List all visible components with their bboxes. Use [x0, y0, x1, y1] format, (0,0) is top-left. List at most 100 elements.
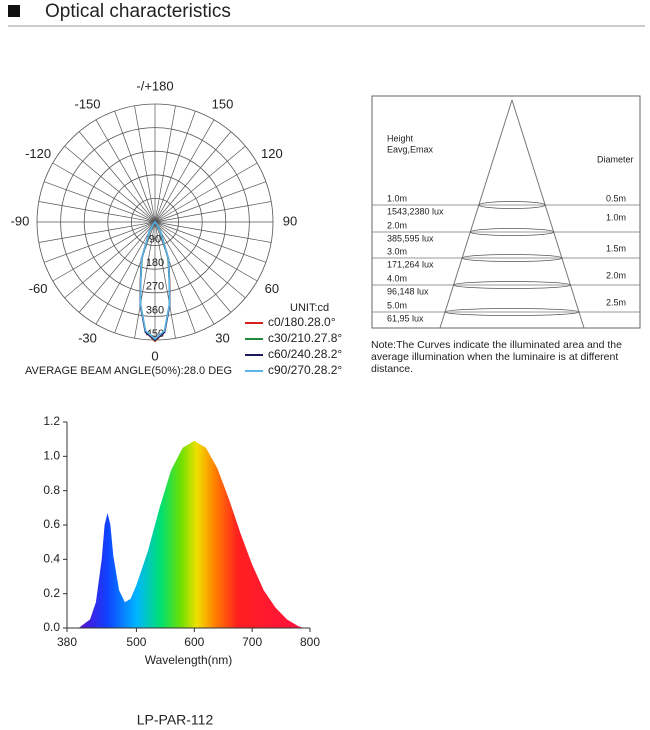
spoke	[52, 221, 156, 282]
spoke	[38, 201, 156, 223]
lux-label: 1543,2380 lux	[387, 206, 444, 216]
light-spot	[478, 201, 546, 209]
spoke	[154, 221, 232, 313]
diameter-label: 2.0m	[606, 270, 626, 280]
radial-tick-label: 90	[149, 234, 161, 246]
spoke	[52, 162, 156, 223]
spoke	[154, 131, 232, 223]
x-tick-label: 380	[57, 635, 77, 649]
beam-angle-caption: AVERAGE BEAM ANGLE(50%):28.0 DEG	[25, 365, 232, 377]
spoke	[78, 131, 156, 223]
spectrum-area	[78, 440, 305, 628]
ring	[83, 150, 227, 294]
angle-tick-label: 60	[265, 281, 279, 296]
angle-tick-label: -/+180	[136, 78, 173, 93]
height-label: 2.0m	[387, 220, 407, 230]
cone-outline	[439, 99, 585, 329]
lux-label: 171,264 lux	[387, 259, 434, 269]
spoke	[154, 145, 246, 223]
page-title: Optical characteristics	[45, 1, 231, 22]
x-tick-label: 700	[242, 635, 262, 649]
angle-tick-label: 0	[151, 348, 158, 363]
height-label: 4.0m	[387, 273, 407, 283]
spoke	[154, 119, 215, 223]
spoke	[78, 221, 156, 313]
ring	[60, 127, 250, 317]
radial-tick-label: 180	[146, 257, 164, 269]
x-tick-label: 800	[300, 635, 320, 649]
spoke	[154, 221, 258, 282]
spoke	[154, 201, 272, 223]
ring	[130, 197, 179, 246]
spoke	[114, 110, 156, 223]
light-spot	[461, 254, 563, 262]
diameter-label: 1.5m	[606, 243, 626, 253]
spoke	[154, 221, 176, 339]
y-tick-label: 0.6	[43, 517, 60, 531]
angle-tick-label: -90	[11, 213, 30, 228]
cone-note: Note:The Curves indicate the illuminated…	[371, 339, 622, 375]
cone-frame	[371, 95, 641, 329]
spoke	[43, 181, 156, 223]
spoke	[154, 221, 267, 263]
diameter-label: 2.5m	[606, 297, 626, 307]
spoke	[64, 145, 156, 223]
angle-tick-label: -60	[29, 281, 48, 296]
height-header: Height	[387, 133, 414, 143]
angle-tick-label: -150	[74, 97, 100, 112]
legend-label: c30/210.27.8°	[268, 331, 342, 345]
spoke	[154, 221, 215, 325]
diameter-label: 0.5m	[606, 193, 626, 203]
y-tick-label: 1.0	[43, 449, 60, 463]
light-spot	[453, 281, 571, 289]
height-label: 3.0m	[387, 246, 407, 256]
height-label: 1.0m	[387, 193, 407, 203]
header-bullet	[8, 5, 20, 17]
x-axis-label: Wavelength(nm)	[145, 653, 233, 667]
lux-label: 385,595 lux	[387, 233, 434, 243]
model-name: LP-PAR-112	[137, 712, 214, 728]
spoke	[95, 221, 156, 325]
legend-label: c90/270.28.2°	[268, 363, 342, 377]
legend-label: c0/180.28.0°	[268, 315, 336, 329]
light-spot	[469, 228, 555, 236]
spoke	[38, 221, 156, 243]
y-tick-label: 0.0	[43, 620, 60, 634]
angle-tick-label: -120	[25, 146, 51, 161]
spoke	[43, 221, 156, 263]
spoke	[114, 221, 156, 334]
spoke	[95, 119, 156, 223]
spectrum-chart: 0.0 0.2 0.4 0.6 0.8 1.0 1.2 380 500 600 700 800 Wave…	[43, 414, 320, 667]
light-spot	[444, 308, 580, 316]
diameter-header: Diameter	[597, 154, 634, 164]
spoke	[154, 221, 196, 334]
angle-tick-label: 120	[261, 146, 283, 161]
y-tick-label: 0.2	[43, 586, 60, 600]
x-tick-label: 500	[126, 635, 146, 649]
spoke	[154, 110, 196, 223]
spoke	[154, 181, 267, 223]
spoke	[154, 221, 272, 243]
y-tick-label: 1.2	[43, 414, 60, 428]
spoke	[134, 105, 156, 223]
radial-tick-label: 270	[146, 281, 164, 293]
lux-label: 61,95 lux	[387, 313, 424, 323]
ring	[107, 174, 203, 270]
spoke	[154, 162, 258, 223]
angle-tick-label: -30	[78, 330, 97, 345]
diameter-label: 1.0m	[606, 212, 626, 222]
x-tick-label: 600	[184, 635, 204, 649]
lux-label: 96,148 lux	[387, 286, 429, 296]
radial-tick-label: 360	[146, 304, 164, 316]
height-label: 5.0m	[387, 300, 407, 310]
angle-tick-label: 30	[215, 330, 229, 345]
spoke	[154, 105, 176, 223]
spoke	[134, 221, 156, 339]
y-tick-label: 0.8	[43, 483, 60, 497]
angle-tick-label: 150	[212, 97, 234, 112]
cone-diagram: Height Eavg,Emax Diameter 1.0m 1543,2380 …	[371, 95, 641, 329]
intensity-curve	[139, 220, 171, 341]
